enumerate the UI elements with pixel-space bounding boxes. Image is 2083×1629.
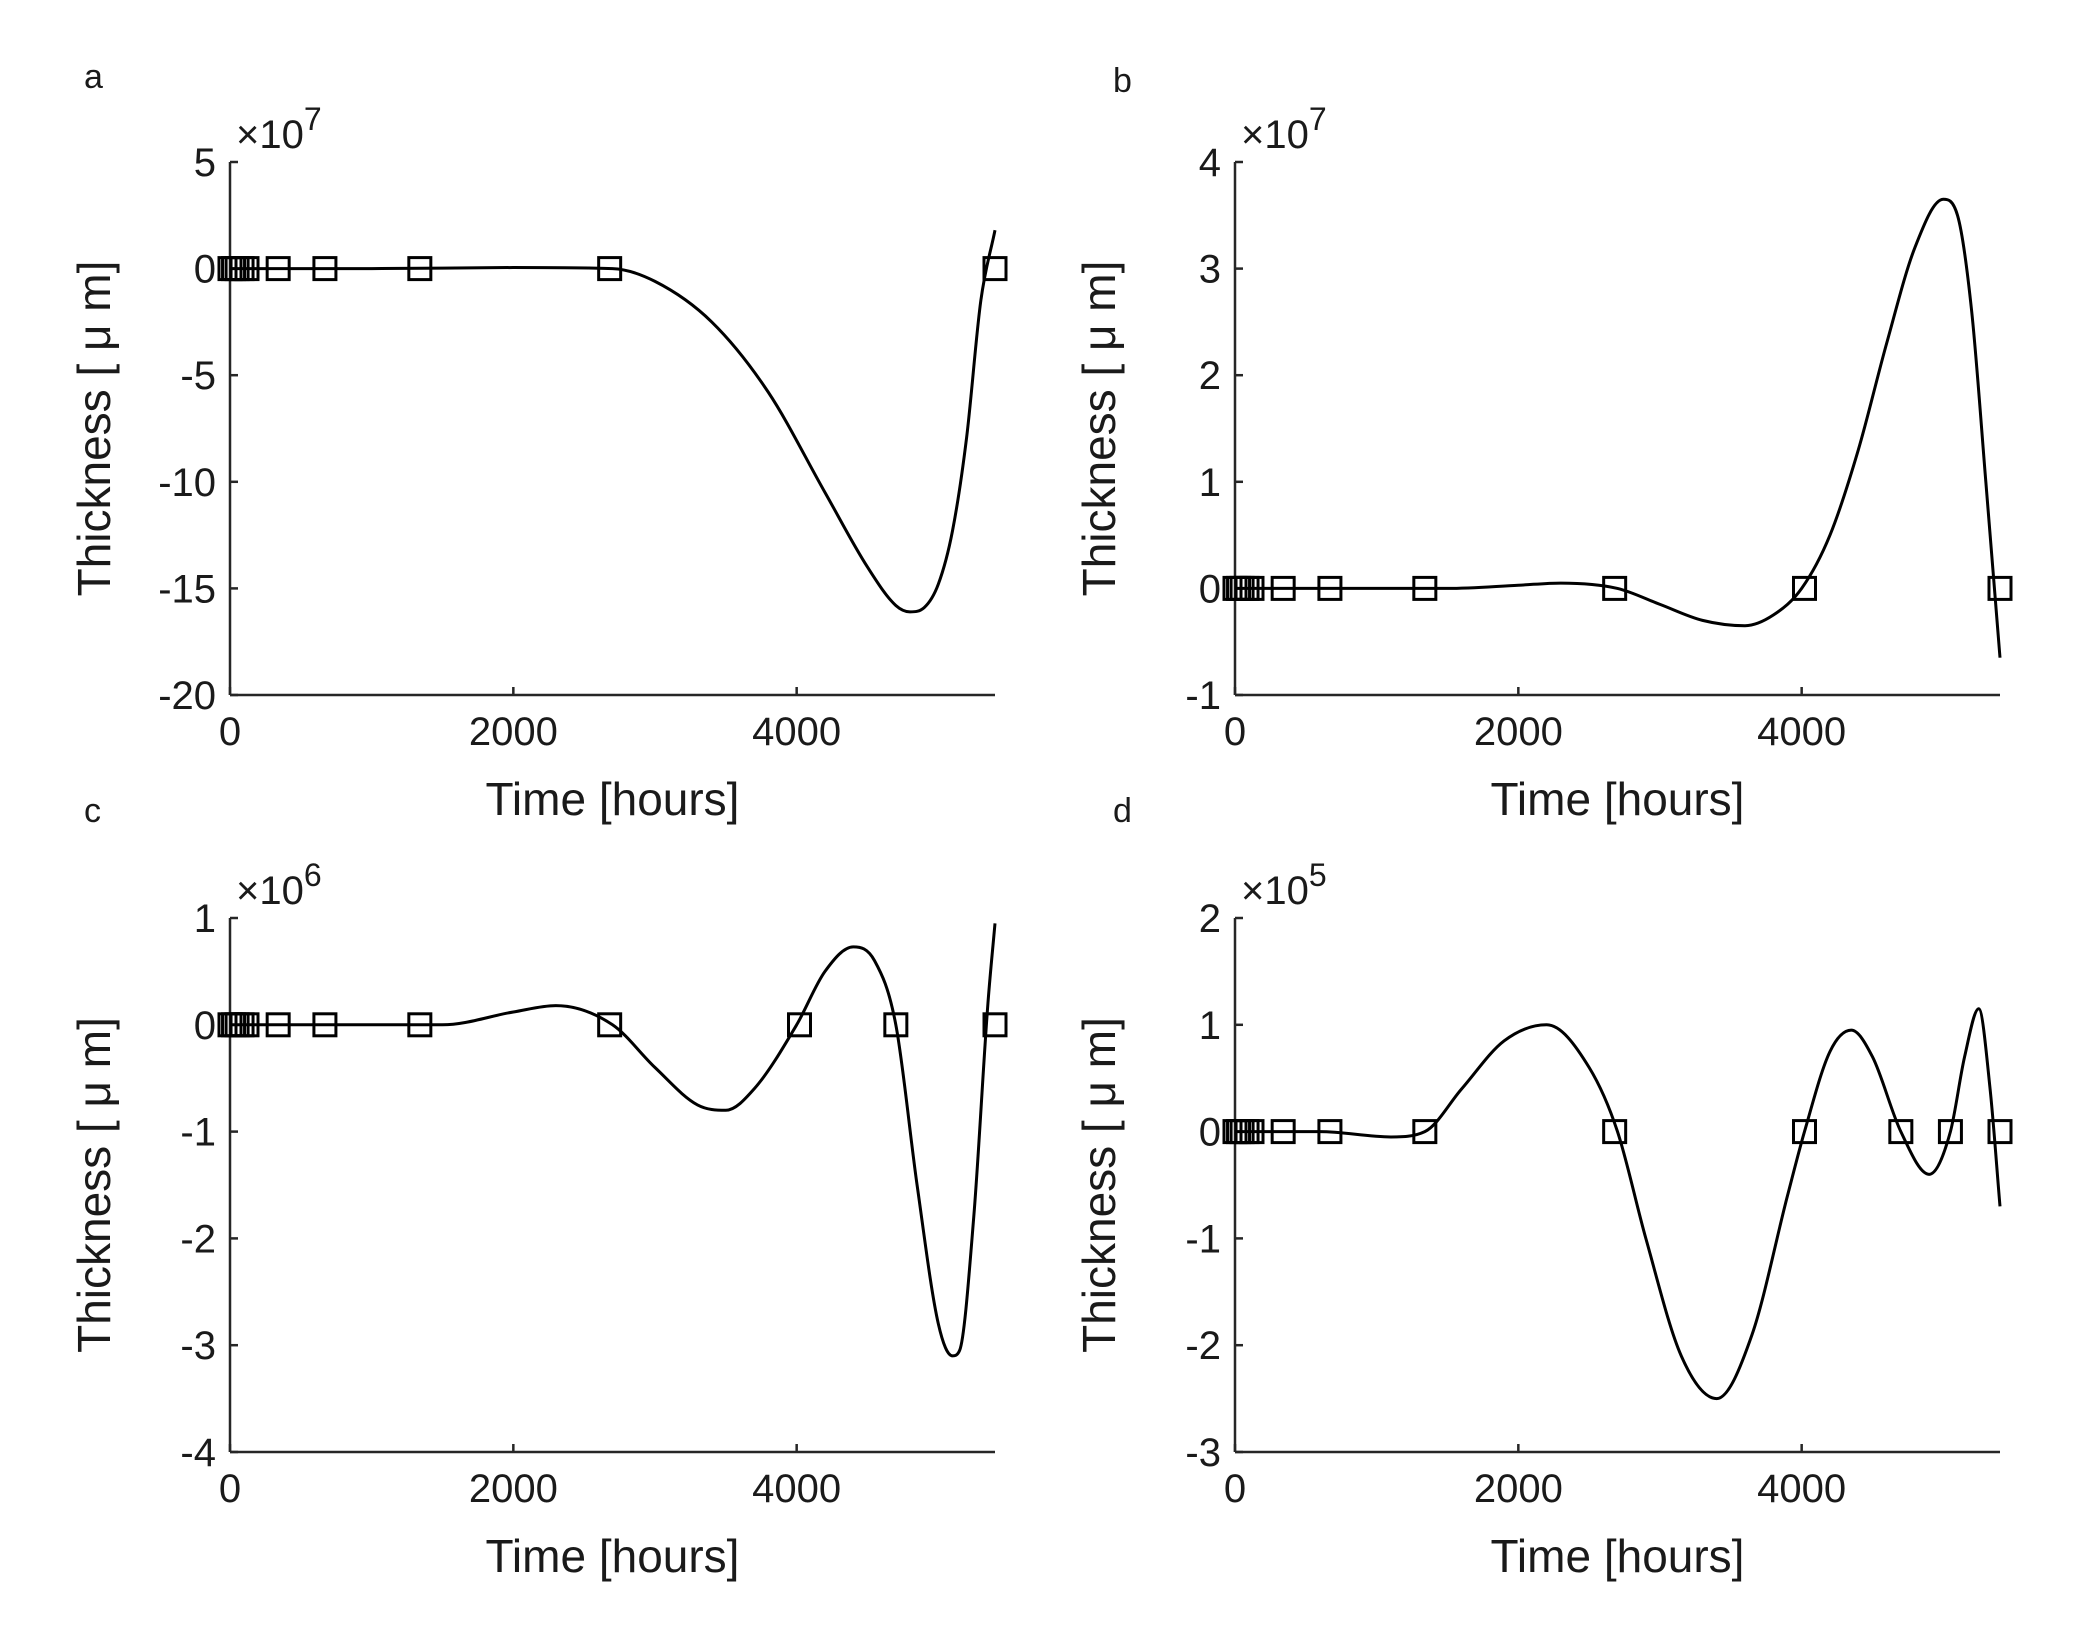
exponent-power: 5	[1309, 857, 1327, 893]
y-tick-label: -3	[1185, 1431, 1221, 1475]
y-tick-label: 1	[194, 897, 216, 941]
data-point-marker	[883, 1012, 909, 1038]
panel-a: a 0 2000 4000 5 0 -5 -10 -15 -20 ×107 Time [hours] T…	[68, 58, 1008, 825]
y-exponent-label: ×107	[1241, 101, 1327, 157]
fitted-curve-line	[1234, 197, 2002, 658]
fitted-curve-line	[1235, 1007, 2002, 1401]
y-tick-label: 0	[194, 1004, 216, 1048]
panel-letter: c	[84, 792, 101, 830]
panel-letter: b	[1113, 62, 1132, 100]
data-point-marker	[1239, 1119, 1265, 1145]
x-tick-label: 0	[219, 1467, 241, 1511]
y-tick-label: -5	[180, 354, 216, 398]
y-axis-title: Thickness [ μ m]	[68, 1017, 120, 1353]
panel-d: d 0 2000 4000 2 1 0 -1 -2 -3 ×105 Time [hours] Thick…	[1073, 792, 2013, 1582]
data-point-marker	[597, 1012, 623, 1038]
x-tick-label: 0	[1224, 1467, 1246, 1511]
x-axis-title: Time [hours]	[1491, 1530, 1745, 1582]
x-axis-title: Time [hours]	[486, 773, 740, 825]
data-point-marker	[407, 1012, 433, 1038]
data-point-marker	[1317, 575, 1343, 601]
data-point-marker	[787, 1012, 812, 1038]
y-tick-label: -4	[180, 1431, 216, 1475]
y-tick-label: 4	[1199, 141, 1221, 185]
exponent-power: 7	[304, 101, 322, 137]
data-point-marker	[1792, 575, 1817, 601]
panel-letter: d	[1113, 792, 1132, 830]
data-point-marker	[234, 1012, 260, 1038]
y-tick-label: -3	[180, 1324, 216, 1368]
data-point-marker	[1270, 575, 1296, 601]
y-tick-label: 1	[1199, 1004, 1221, 1048]
y-tick-label: 3	[1199, 248, 1221, 292]
x-tick-label: 2000	[469, 710, 558, 754]
y-tick-label: -15	[158, 567, 216, 611]
y-exponent-label: ×105	[1241, 857, 1327, 913]
data-point-marker	[1602, 1119, 1628, 1145]
exponent-base: ×10	[1241, 113, 1309, 157]
data-point-marker	[1239, 575, 1265, 601]
data-point-marker	[597, 256, 623, 282]
x-tick-label: 0	[1224, 710, 1246, 754]
panel-letter: a	[84, 58, 103, 96]
y-tick-label: 1	[1199, 461, 1221, 505]
x-tick-label: 2000	[1474, 1467, 1563, 1511]
data-point-marker	[407, 256, 433, 282]
fitted-curve-line	[230, 923, 997, 1358]
data-point-marker	[265, 1012, 291, 1038]
data-point-marker	[1317, 1119, 1343, 1145]
y-tick-label: -2	[1185, 1324, 1221, 1368]
exponent-power: 7	[1309, 101, 1327, 137]
data-point-marker	[1270, 1119, 1296, 1145]
data-point-marker	[312, 1012, 338, 1038]
exponent-base: ×10	[236, 869, 304, 913]
y-tick-label: 2	[1199, 897, 1221, 941]
data-point-marker	[234, 256, 260, 282]
y-exponent-label: ×107	[236, 101, 322, 157]
x-tick-label: 2000	[469, 1467, 558, 1511]
data-point-marker	[982, 256, 1008, 282]
data-point-marker	[265, 256, 291, 282]
fitted-curve-line	[230, 229, 997, 614]
x-tick-label: 4000	[752, 1467, 841, 1511]
data-point-marker	[1412, 575, 1438, 601]
y-axis-title: Thickness [ μ m]	[1073, 261, 1125, 597]
x-tick-label: 0	[219, 710, 241, 754]
y-tick-label: 2	[1199, 354, 1221, 398]
exponent-power: 6	[304, 857, 322, 893]
x-tick-label: 4000	[752, 710, 841, 754]
data-point-marker	[1987, 575, 2013, 601]
data-point-marker	[982, 1012, 1008, 1038]
x-axis-title: Time [hours]	[486, 1530, 740, 1582]
y-tick-label: -1	[180, 1111, 216, 1155]
exponent-base: ×10	[1241, 869, 1309, 913]
y-tick-label: -2	[180, 1217, 216, 1261]
data-point-marker	[1987, 1119, 2013, 1145]
x-tick-label: 2000	[1474, 710, 1563, 754]
y-tick-label: 0	[1199, 567, 1221, 611]
data-point-marker	[1888, 1119, 1914, 1145]
x-axis-title: Time [hours]	[1491, 773, 1745, 825]
y-tick-label: 0	[194, 248, 216, 292]
data-point-marker	[312, 256, 338, 282]
exponent-base: ×10	[236, 113, 304, 157]
y-tick-label: -1	[1185, 674, 1221, 718]
data-point-marker	[1412, 1119, 1438, 1145]
y-axis-title: Thickness [ μ m]	[1073, 1017, 1125, 1353]
y-tick-label: -20	[158, 674, 216, 718]
data-point-marker	[1792, 1119, 1817, 1145]
x-tick-label: 4000	[1757, 710, 1846, 754]
y-exponent-label: ×106	[236, 857, 322, 913]
y-tick-label: -10	[158, 461, 216, 505]
y-axis-title: Thickness [ μ m]	[68, 261, 120, 597]
x-tick-label: 4000	[1757, 1467, 1846, 1511]
y-tick-label: -1	[1185, 1217, 1221, 1261]
data-point-marker	[1602, 575, 1628, 601]
data-point-marker	[1937, 1119, 1963, 1145]
panel-c: c 0 2000 4000 1 0 -1 -2 -3 -4 ×106 Time [hours] Thic…	[68, 792, 1008, 1582]
y-tick-label: 0	[1199, 1111, 1221, 1155]
y-tick-label: 5	[194, 141, 216, 185]
